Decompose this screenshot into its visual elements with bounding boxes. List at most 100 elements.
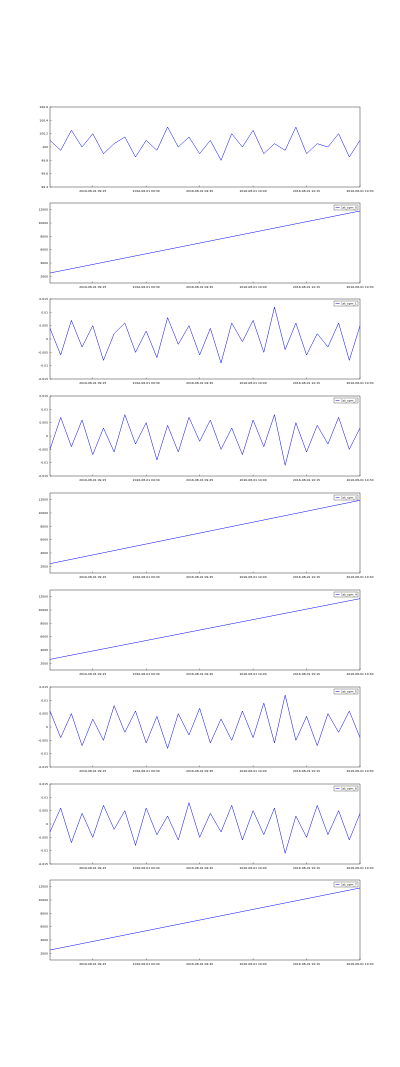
x-tick-label: 2016-08-01 10:00 bbox=[240, 672, 267, 676]
y-tick-label: 10000 bbox=[38, 511, 48, 515]
y-tick-label: 8000 bbox=[40, 234, 48, 238]
y-tick-label: 8000 bbox=[40, 621, 48, 625]
y-tick-label: -0.01 bbox=[40, 752, 48, 756]
y-tick-label: 4000 bbox=[40, 551, 48, 555]
x-tick-label: 2016-08-01 09:45 bbox=[186, 189, 213, 193]
legend-label: 1st_sym_1 bbox=[341, 302, 357, 306]
x-tick-label: 2016-08-01 10:30 bbox=[346, 962, 373, 966]
y-tick-label: 99.6 bbox=[41, 172, 48, 176]
y-tick-label: -0.015 bbox=[38, 474, 48, 478]
data-line bbox=[49, 694, 361, 750]
plot-frame bbox=[49, 298, 361, 380]
x-tick-label: 2016-08-01 09:30 bbox=[133, 478, 160, 482]
x-tick-label: 2016-08-01 10:00 bbox=[240, 866, 267, 870]
y-tick-label: 0.005 bbox=[39, 809, 48, 813]
y-tick-label: 12000 bbox=[38, 885, 48, 889]
y-tick-label: 10000 bbox=[38, 608, 48, 612]
x-tick-label: 2016-08-01 10:15 bbox=[293, 285, 320, 289]
y-tick-label: 6000 bbox=[40, 635, 48, 639]
x-tick-label: 2016-08-01 10:15 bbox=[293, 381, 320, 385]
x-tick-label: 2016-08-01 10:15 bbox=[293, 189, 320, 193]
y-tick-label: 2000 bbox=[40, 951, 48, 955]
x-tick-label: 2016-08-01 09:15 bbox=[79, 189, 106, 193]
y-tick-label: 10000 bbox=[38, 898, 48, 902]
x-tick-label: 2016-08-01 10:30 bbox=[346, 866, 373, 870]
data-line bbox=[49, 598, 361, 660]
x-tick-label: 2016-08-01 09:15 bbox=[79, 478, 106, 482]
plot-frame bbox=[49, 395, 361, 477]
legend-box bbox=[333, 688, 359, 695]
y-tick-label: 99.8 bbox=[41, 158, 48, 162]
x-tick-label: 2016-08-01 09:15 bbox=[79, 285, 106, 289]
x-tick-label: 2016-08-01 10:15 bbox=[293, 672, 320, 676]
y-tick-label: 0.005 bbox=[39, 421, 48, 425]
x-tick-label: 2016-08-01 09:15 bbox=[79, 769, 106, 773]
x-tick-label: 2016-08-01 10:15 bbox=[293, 575, 320, 579]
x-tick-label: 2016-08-01 09:30 bbox=[133, 866, 160, 870]
x-tick-label: 2016-08-01 10:15 bbox=[293, 962, 320, 966]
y-tick-label: -0.015 bbox=[38, 765, 48, 769]
data-line bbox=[49, 210, 361, 274]
y-tick-label: -0.01 bbox=[40, 461, 48, 465]
x-tick-label: 2016-08-01 10:15 bbox=[293, 478, 320, 482]
y-tick-label: 2000 bbox=[40, 564, 48, 568]
x-tick-label: 2016-08-01 10:00 bbox=[240, 478, 267, 482]
x-tick-label: 2016-08-01 09:45 bbox=[186, 962, 213, 966]
y-tick-label: 99.4 bbox=[41, 185, 48, 189]
plot-frame bbox=[49, 879, 361, 961]
y-tick-label: 0.015 bbox=[39, 394, 48, 398]
x-tick-label: 2016-08-01 09:45 bbox=[186, 575, 213, 579]
y-tick-label: 0 bbox=[46, 434, 48, 438]
y-tick-label: 2000 bbox=[40, 661, 48, 665]
x-tick-label: 2016-08-01 09:30 bbox=[133, 769, 160, 773]
x-tick-label: 2016-08-01 10:00 bbox=[240, 962, 267, 966]
y-tick-label: 6000 bbox=[40, 538, 48, 542]
x-tick-label: 2016-08-01 10:00 bbox=[240, 189, 267, 193]
x-tick-label: 2016-08-01 09:30 bbox=[133, 962, 160, 966]
legend-label: 1st_sym_5 bbox=[341, 690, 357, 694]
legend-label: 1st_sym_7 bbox=[341, 883, 357, 887]
y-tick-label: 0.01 bbox=[41, 407, 48, 411]
y-tick-label: 12000 bbox=[38, 595, 48, 599]
y-tick-label: 12000 bbox=[38, 208, 48, 212]
plot-frame bbox=[49, 492, 361, 574]
y-tick-label: -0.005 bbox=[38, 350, 48, 354]
y-tick-label: 4000 bbox=[40, 261, 48, 265]
y-tick-label: 100 bbox=[42, 145, 48, 149]
y-tick-label: -0.005 bbox=[38, 835, 48, 839]
y-tick-label: 0.005 bbox=[39, 324, 48, 328]
y-tick-label: -0.01 bbox=[40, 849, 48, 853]
x-tick-label: 2016-08-01 10:30 bbox=[346, 478, 373, 482]
x-tick-label: 2016-08-01 10:30 bbox=[346, 769, 373, 773]
y-tick-label: -0.01 bbox=[40, 364, 48, 368]
y-tick-label: -0.015 bbox=[38, 377, 48, 381]
y-tick-label: 0.01 bbox=[41, 698, 48, 702]
y-tick-label: 0.015 bbox=[39, 782, 48, 786]
x-tick-label: 2016-08-01 09:15 bbox=[79, 575, 106, 579]
y-tick-label: 0.015 bbox=[39, 297, 48, 301]
y-tick-label: 6000 bbox=[40, 925, 48, 929]
x-tick-label: 2016-08-01 09:45 bbox=[186, 866, 213, 870]
y-tick-label: 0 bbox=[46, 725, 48, 729]
x-tick-label: 2016-08-01 10:30 bbox=[346, 575, 373, 579]
x-tick-label: 2016-08-01 10:00 bbox=[240, 381, 267, 385]
y-tick-label: 100.6 bbox=[39, 105, 48, 109]
x-tick-label: 2016-08-01 09:45 bbox=[186, 478, 213, 482]
y-tick-label: 0.01 bbox=[41, 795, 48, 799]
x-tick-label: 2016-08-01 09:45 bbox=[186, 769, 213, 773]
legend-label: 1st_sym_6 bbox=[341, 787, 357, 791]
y-tick-label: 0.015 bbox=[39, 685, 48, 689]
y-tick-label: 10000 bbox=[38, 221, 48, 225]
data-line bbox=[49, 801, 361, 855]
y-tick-label: 100.2 bbox=[39, 132, 48, 136]
plot-frame bbox=[49, 783, 361, 865]
x-tick-label: 2016-08-01 10:15 bbox=[293, 769, 320, 773]
y-tick-label: 100.4 bbox=[39, 118, 48, 122]
data-line bbox=[49, 306, 361, 364]
data-line bbox=[49, 887, 361, 951]
x-tick-label: 2016-08-01 09:45 bbox=[186, 285, 213, 289]
x-tick-label: 2016-08-01 10:30 bbox=[346, 189, 373, 193]
y-tick-label: 0.01 bbox=[41, 310, 48, 314]
y-tick-label: 2000 bbox=[40, 274, 48, 278]
